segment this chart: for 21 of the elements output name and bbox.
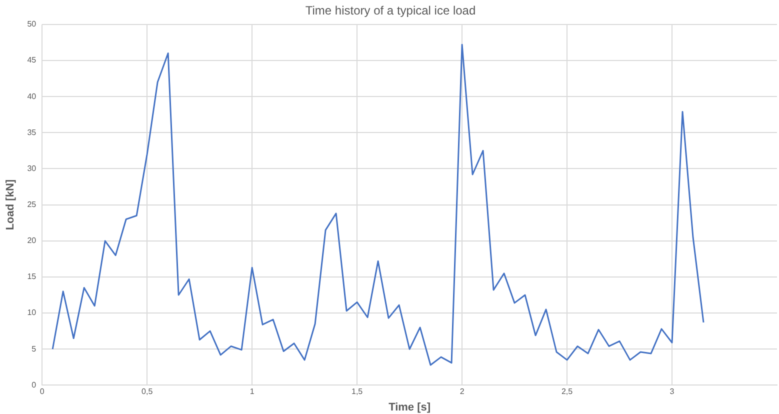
y-tick-label: 25 (27, 200, 37, 210)
x-tick-label: 0 (40, 387, 45, 396)
x-tick-label: 1,5 (351, 387, 364, 396)
y-tick-label: 45 (27, 56, 37, 65)
y-tick-label: 10 (27, 308, 37, 318)
y-tick-label: 35 (27, 128, 37, 137)
x-tick-label: 1 (250, 387, 255, 396)
x-tick-label: 0,5 (142, 387, 154, 396)
y-tick-label: 40 (27, 92, 37, 101)
y-tick-label: 0 (32, 380, 37, 390)
chart-title: Time history of a typical ice load (305, 4, 476, 18)
x-tick-label: 2 (460, 387, 465, 396)
x-axis-title: Time [s] (388, 401, 431, 414)
y-tick-label: 50 (27, 20, 37, 29)
y-axis-title: Load [kN] (4, 179, 17, 230)
y-tick-label: 20 (27, 236, 37, 246)
x-tick-label: 2,5 (561, 387, 574, 396)
y-tick-label: 30 (27, 164, 37, 173)
x-tick-label: 3 (670, 387, 675, 396)
y-tick-label: 5 (32, 344, 37, 354)
y-tick-label: 15 (27, 272, 37, 282)
